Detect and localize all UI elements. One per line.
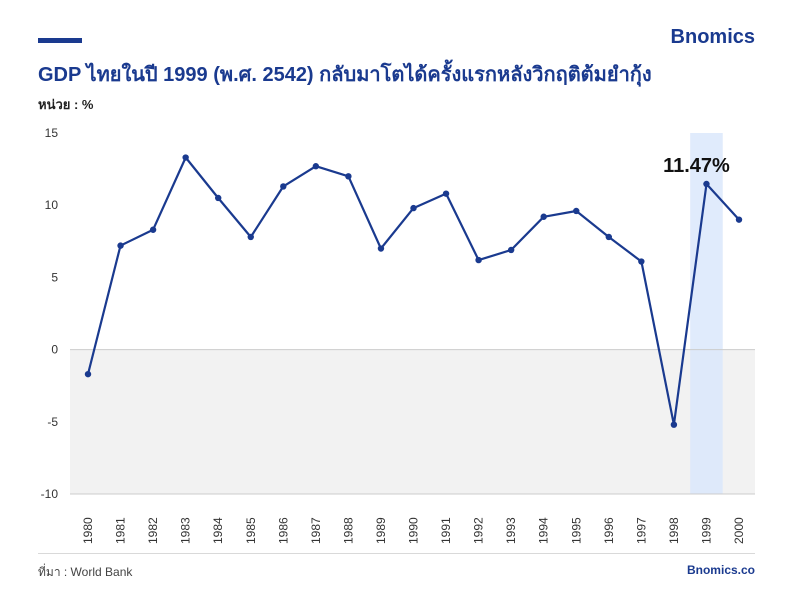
data-point [670,421,678,428]
x-tick-label: 1990 [407,517,421,544]
data-point [117,242,124,249]
data-point [735,216,743,223]
y-tick-label: -10 [41,487,59,501]
data-point [605,233,612,241]
x-tick-label: 1994 [537,517,551,544]
data-point [442,190,450,197]
brand-logo: Bnomics [670,26,755,48]
x-tick-label: 1981 [114,517,128,544]
x-tick-label: 1997 [634,517,648,544]
x-tick-label: 1988 [341,517,355,544]
footer-divider [38,553,755,554]
data-point [573,207,580,215]
x-tick-label: 1986 [276,517,290,544]
data-point [638,258,645,265]
y-tick-label: 15 [45,126,59,140]
data-point [84,370,92,378]
negative-region-band [70,349,755,494]
y-tick-label: 10 [45,198,59,212]
data-point [377,245,385,252]
x-tick-label: 1999 [699,517,713,544]
data-point [475,256,482,264]
x-tick-label: 2000 [732,517,746,544]
unit-label: หน่วย : % [38,97,94,112]
data-point [247,233,254,241]
header-accent-bar [38,38,82,43]
y-tick-label: 5 [51,270,58,284]
data-point [149,226,157,233]
data-point [215,194,222,202]
data-point [280,183,287,190]
x-tick-label: 1995 [569,517,583,544]
x-tick-label: 1982 [146,517,160,544]
annotation-label-1999: 11.47% [663,155,730,177]
data-point [410,204,417,212]
x-tick-label: 1987 [309,517,323,544]
x-tick-label: 1984 [211,517,225,544]
y-tick-label: -5 [47,415,58,429]
x-tick-label: 1992 [472,517,486,544]
x-tick-label: 1983 [179,517,193,544]
highlight-column-1999 [690,133,723,494]
x-tick-label: 1985 [244,517,258,544]
y-tick-label: 0 [51,343,58,357]
x-tick-label: 1998 [667,517,681,544]
data-point [703,180,710,188]
footer-site: Bnomics.co [686,563,755,577]
source-note: ที่มา : World Bank [38,565,133,579]
x-tick-label: 1980 [81,517,95,544]
x-tick-label: 1993 [504,517,518,544]
x-tick-label: 1989 [374,517,388,544]
x-tick-label: 1996 [602,517,616,544]
data-point [312,163,320,170]
data-point [345,173,352,180]
x-tick-label: 1991 [439,517,453,544]
data-point [540,213,547,220]
data-point [507,246,515,254]
chart-title: GDP ไทยในปี 1999 (พ.ศ. 2542) กลับมาโตได้… [38,64,652,86]
data-point [182,154,189,161]
